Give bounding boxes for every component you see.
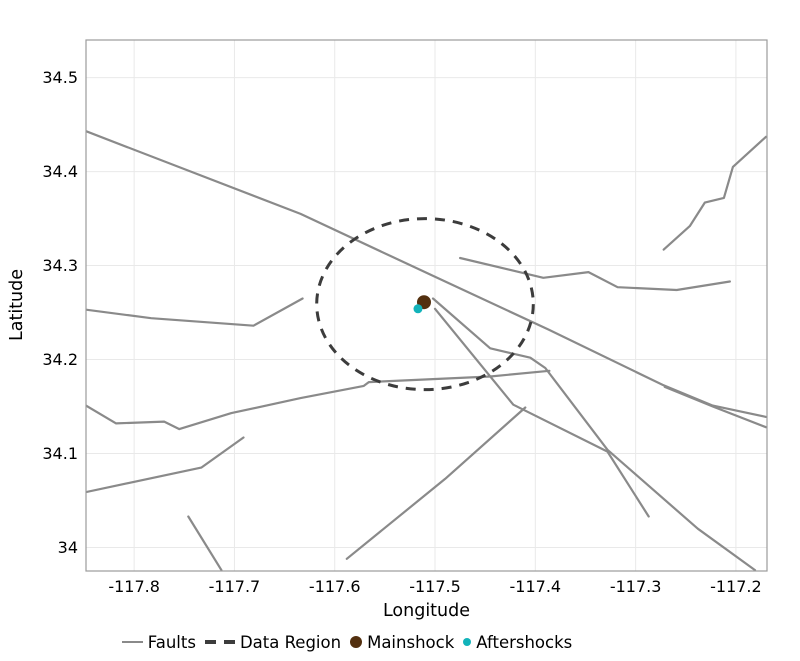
y-tick-label: 34.3 xyxy=(42,255,78,275)
data-region-dash-swatch xyxy=(204,640,235,644)
y-tick-label: 34.5 xyxy=(42,67,78,87)
aftershocks-dot-swatch xyxy=(463,638,472,646)
fault-line xyxy=(86,130,767,418)
fault-line xyxy=(187,515,223,571)
data-region-circle xyxy=(315,217,535,392)
y-tick-label: 34.1 xyxy=(42,443,78,463)
x-tick-label: -117.2 xyxy=(710,577,762,596)
y-tick-label: 34 xyxy=(57,537,78,557)
legend: Faults Data Region Mainshock Aftershocks xyxy=(0,629,694,655)
x-tick-label: -117.7 xyxy=(208,577,261,596)
legend-label-aftershocks: Aftershocks xyxy=(476,632,573,652)
legend-label-mainshock: Mainshock xyxy=(367,632,455,652)
legend-label-data-region: Data Region xyxy=(239,632,342,652)
legend-item-faults: Faults xyxy=(121,632,196,652)
fault-line xyxy=(431,297,757,571)
mainshock-dot-swatch xyxy=(350,636,363,648)
x-tick-label: -117.3 xyxy=(609,577,662,596)
x-axis-title: Longitude xyxy=(382,601,471,621)
x-tick-label: -117.8 xyxy=(108,577,160,596)
fault-line xyxy=(663,385,767,429)
fault-line xyxy=(86,436,245,494)
fault-line xyxy=(459,256,732,292)
fault-line xyxy=(345,406,527,560)
data-layer xyxy=(86,130,767,571)
legend-item-data-region: Data Region xyxy=(204,632,342,652)
legend-item-mainshock: Mainshock xyxy=(350,633,454,652)
fault-line xyxy=(662,135,767,251)
fault-line xyxy=(86,369,551,431)
panel-border xyxy=(85,39,768,572)
aftershock-marker xyxy=(413,304,423,314)
fault-line xyxy=(86,297,304,327)
y-axis-title: Latitude xyxy=(7,268,27,342)
x-tick-label: -117.5 xyxy=(409,577,461,596)
legend-label-faults: Faults xyxy=(147,632,196,652)
legend-item-aftershocks: Aftershocks xyxy=(463,633,572,652)
x-tick-label: -117.6 xyxy=(308,577,361,596)
x-tick-label: -117.4 xyxy=(509,577,562,596)
y-tick-label: 34.4 xyxy=(42,161,78,181)
y-tick-label: 34.2 xyxy=(42,349,78,369)
fault-line xyxy=(433,307,650,518)
faults-line-swatch xyxy=(121,640,143,644)
